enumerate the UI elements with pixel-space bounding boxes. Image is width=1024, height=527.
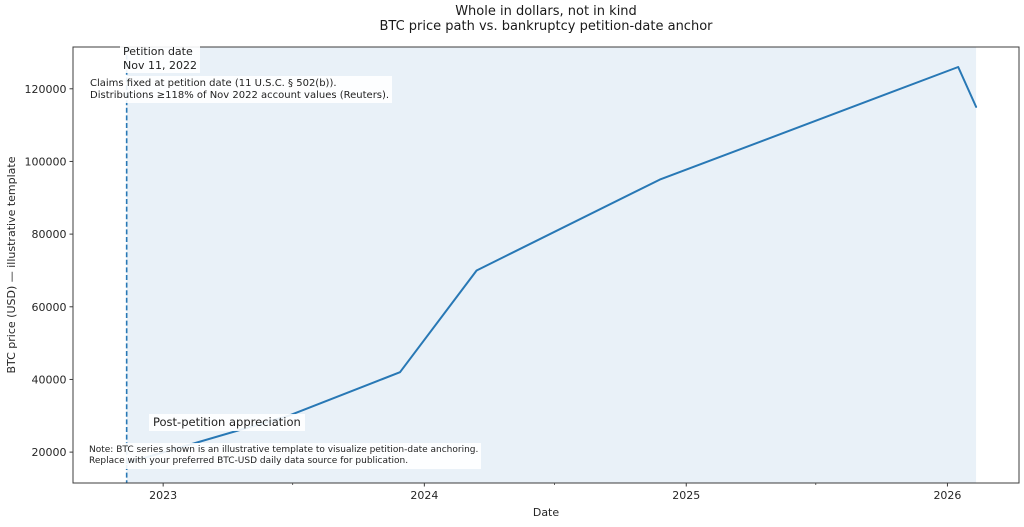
source-note-line2: Replace with your preferred BTC-USD dail…: [89, 456, 409, 466]
y-tick-label: 20000: [32, 446, 67, 459]
y-axis-label: BTC price (USD) — illustrative template: [5, 156, 18, 373]
x-axis-label: Date: [533, 506, 560, 519]
x-tick-label: 2025: [672, 489, 700, 502]
x-tick-label: 2023: [149, 489, 177, 502]
claims-fixed-annotation-line2: Distributions ≥118% of Nov 2022 account …: [90, 89, 390, 101]
x-tick-label: 2024: [410, 489, 438, 502]
petition-date-annotation-line1: Petition date: [123, 45, 193, 58]
x-tick-label: 2026: [933, 489, 961, 502]
y-tick-label: 60000: [32, 301, 67, 314]
post-petition-appreciation-label: Post-petition appreciation: [149, 414, 305, 431]
source-note-annotation: Note: BTC series shown is an illustrativ…: [86, 443, 482, 469]
claims-fixed-annotation: Claims fixed at petition date (11 U.S.C.…: [87, 76, 393, 103]
petition-date-annotation: Petition date Nov 11, 2022: [120, 44, 200, 73]
chart-subtitle: BTC price path vs. bankruptcy petition-d…: [379, 18, 713, 34]
chart-title-block: Whole in dollars, not in kind BTC price …: [73, 4, 1019, 34]
chart-title: Whole in dollars, not in kind: [455, 4, 637, 19]
petition-date-annotation-line2: Nov 11, 2022: [123, 58, 197, 72]
claims-fixed-annotation-line1: Claims fixed at petition date (11 U.S.C.…: [90, 78, 337, 89]
y-tick-label: 120000: [25, 83, 67, 96]
post-petition-shaded-region: [126, 47, 977, 483]
plot-border: [72, 46, 1020, 484]
y-tick-label: 80000: [32, 228, 67, 241]
y-tick-label: 100000: [25, 155, 67, 168]
y-tick-label: 40000: [32, 373, 67, 386]
source-note-line1: Note: BTC series shown is an illustrativ…: [89, 445, 479, 455]
